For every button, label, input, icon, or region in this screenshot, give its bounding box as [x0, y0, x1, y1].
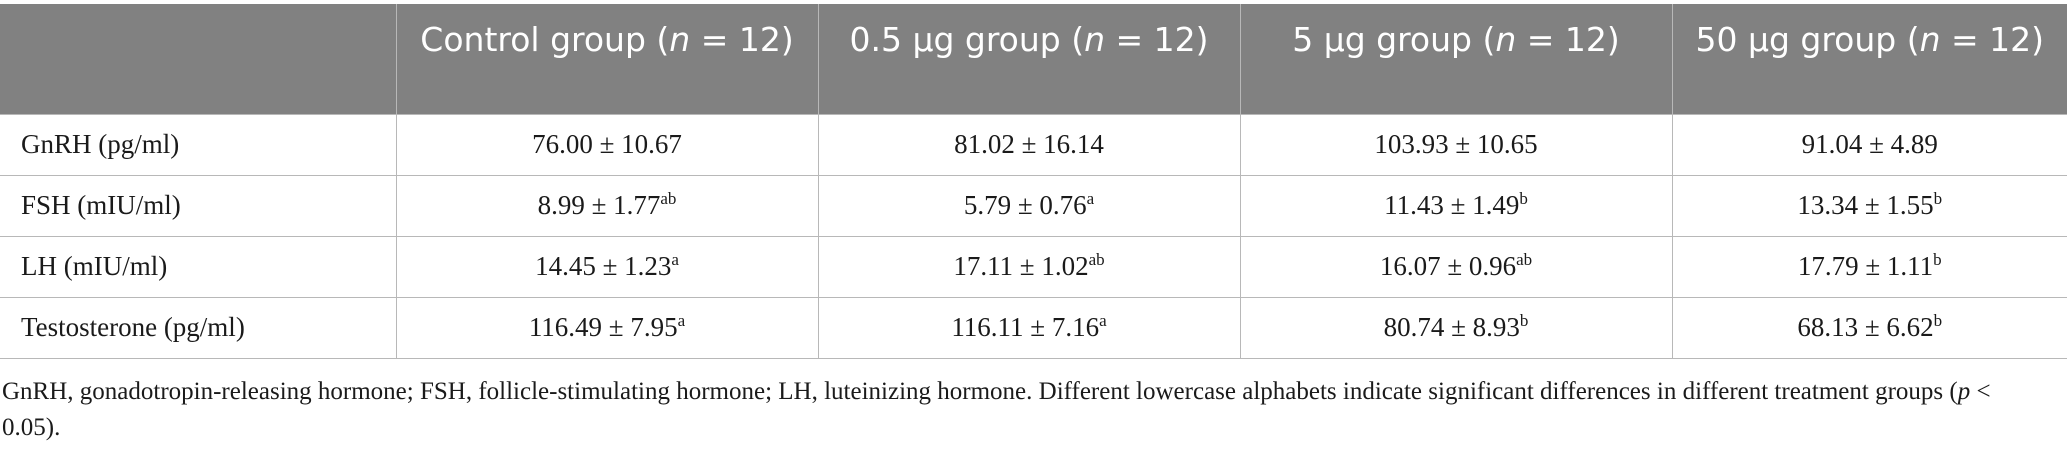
header-cell-empty	[0, 4, 397, 114]
header-cell-50ug: 50 µg group (n = 12)	[1671, 4, 2067, 114]
table-cell: 8.99 ± 1.77ab	[395, 174, 819, 237]
table-row-lh: LH (mIU/ml) 14.45 ± 1.23a 17.11 ± 1.02ab…	[0, 235, 2067, 298]
table-cell: 5.79 ± 0.76a	[817, 174, 1241, 237]
table-cell: 103.93 ± 10.65	[1239, 113, 1673, 176]
table-cell: 81.02 ± 16.14	[817, 113, 1241, 176]
table-cell: 91.04 ± 4.89	[1671, 113, 2067, 176]
header-cell-0-5ug: 0.5 µg group (n = 12)	[817, 4, 1241, 114]
table-cell: 14.45 ± 1.23a	[395, 235, 819, 298]
row-label: LH (mIU/ml)	[0, 235, 397, 298]
table-footnote: GnRH, gonadotropin-releasing hormone; FS…	[2, 378, 1991, 441]
row-label: Testosterone (pg/ml)	[0, 296, 397, 359]
table-row-fsh: FSH (mIU/ml) 8.99 ± 1.77ab 5.79 ± 0.76a …	[0, 174, 2067, 237]
header-cell-control: Control group (n = 12)	[395, 4, 819, 114]
table-cell: 17.11 ± 1.02ab	[817, 235, 1241, 298]
table-row-gnrh: GnRH (pg/ml) 76.00 ± 10.67 81.02 ± 16.14…	[0, 113, 2067, 176]
table-cell: 116.11 ± 7.16a	[817, 296, 1241, 359]
table-cell: 80.74 ± 8.93b	[1239, 296, 1673, 359]
table-cell: 116.49 ± 7.95a	[395, 296, 819, 359]
table-cell: 68.13 ± 6.62b	[1671, 296, 2067, 359]
table-cell: 13.34 ± 1.55b	[1671, 174, 2067, 237]
data-table-container: Control group (n = 12) 0.5 µg group (n =…	[0, 4, 2067, 359]
hormone-table: Control group (n = 12) 0.5 µg group (n =…	[0, 4, 2067, 359]
table-cell: 11.43 ± 1.49b	[1239, 174, 1673, 237]
table-cell: 76.00 ± 10.67	[395, 113, 819, 176]
row-label: GnRH (pg/ml)	[0, 113, 397, 176]
row-label: FSH (mIU/ml)	[0, 174, 397, 237]
table-row-testosterone: Testosterone (pg/ml) 116.49 ± 7.95a 116.…	[0, 296, 2067, 359]
header-row: Control group (n = 12) 0.5 µg group (n =…	[0, 4, 2067, 114]
header-cell-5ug: 5 µg group (n = 12)	[1239, 4, 1673, 114]
table-cell: 17.79 ± 1.11b	[1671, 235, 2067, 298]
table-cell: 16.07 ± 0.96ab	[1239, 235, 1673, 298]
